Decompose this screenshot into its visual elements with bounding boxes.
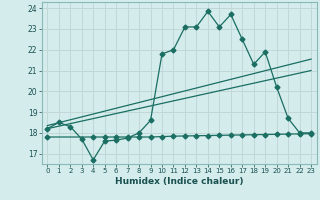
X-axis label: Humidex (Indice chaleur): Humidex (Indice chaleur) xyxy=(115,177,244,186)
